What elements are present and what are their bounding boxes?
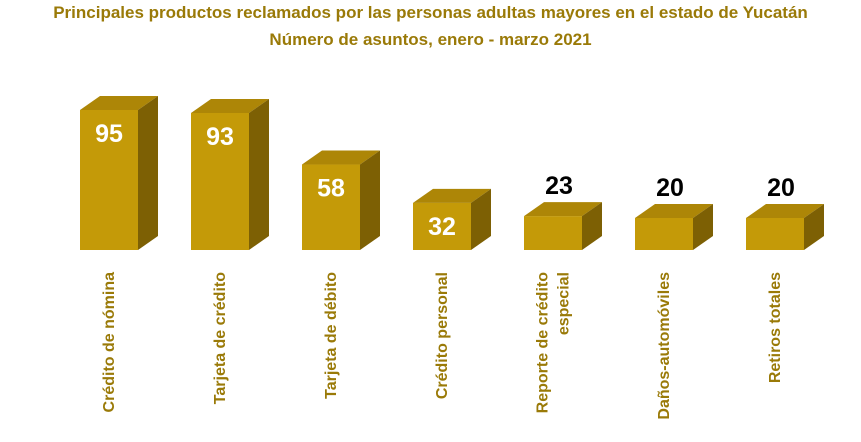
bar-top bbox=[80, 96, 158, 110]
bar-side bbox=[138, 96, 158, 250]
data-label: 23 bbox=[545, 172, 573, 200]
data-label: 93 bbox=[206, 123, 234, 151]
category-label: Tarjeta de crédito bbox=[212, 272, 229, 404]
bar-front bbox=[413, 202, 471, 250]
data-label: 58 bbox=[317, 175, 345, 203]
category-label: Crédito personal bbox=[434, 272, 451, 399]
category-label-line: Reporte de crédito bbox=[535, 272, 552, 414]
category-label-line: Tarjeta de crédito bbox=[212, 272, 229, 404]
category-label-line: Daños-automóviles bbox=[656, 272, 673, 420]
bar-front bbox=[746, 218, 804, 250]
bar-side bbox=[360, 150, 380, 250]
category-label-line: especial bbox=[556, 272, 573, 335]
bar-4: 32 Crédito personal bbox=[413, 188, 491, 399]
bar-top bbox=[191, 98, 269, 113]
category-label-line: Crédito personal bbox=[434, 272, 451, 399]
category-label: Reporte de crédito especial bbox=[535, 272, 573, 414]
bar-side bbox=[471, 188, 491, 250]
category-label-line: Crédito de nómina bbox=[101, 272, 118, 413]
bar-top bbox=[413, 188, 491, 203]
bar-front bbox=[302, 164, 360, 250]
bar-front bbox=[524, 216, 582, 250]
bar-3: 58 Tarjeta de débito bbox=[302, 150, 380, 399]
chart-subtitle: Número de asuntos, enero - marzo 2021 bbox=[269, 30, 592, 49]
category-label: Retiros totales bbox=[767, 272, 784, 383]
category-label: Daños-automóviles bbox=[656, 272, 673, 420]
bar-side bbox=[582, 202, 602, 250]
bar-front bbox=[635, 218, 693, 250]
chart-title: Principales productos reclamados por las… bbox=[53, 3, 808, 22]
category-label: Crédito de nómina bbox=[101, 272, 118, 413]
bar-5: 23 Reporte de crédito especial bbox=[524, 172, 602, 413]
bar-7: 20 Retiros totales bbox=[746, 174, 824, 383]
data-label: 20 bbox=[767, 174, 795, 202]
bar-6: 20 Daños-automóviles bbox=[635, 174, 713, 420]
bar-side bbox=[804, 204, 824, 250]
bar-2: 93 Tarjeta de crédito bbox=[191, 98, 269, 404]
data-label: 95 bbox=[95, 120, 123, 148]
category-label: Tarjeta de débito bbox=[323, 272, 340, 399]
bar-side bbox=[249, 98, 269, 251]
bar-1: 95 Crédito de nómina bbox=[80, 96, 158, 412]
bar-top bbox=[302, 150, 380, 165]
category-label-line: Tarjeta de débito bbox=[323, 272, 340, 399]
bar-side bbox=[693, 204, 713, 250]
bar-front bbox=[80, 110, 138, 250]
bar-front bbox=[191, 112, 249, 251]
data-label: 20 bbox=[656, 174, 684, 202]
bar-top bbox=[524, 202, 602, 217]
bar-top bbox=[635, 204, 713, 218]
data-label: 32 bbox=[428, 213, 456, 241]
category-label-line: Retiros totales bbox=[767, 272, 784, 383]
bar-top bbox=[746, 204, 824, 218]
